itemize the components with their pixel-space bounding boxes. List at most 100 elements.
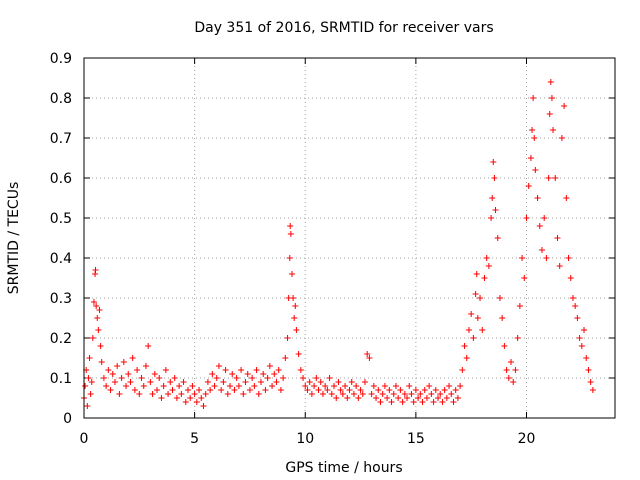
data-point	[134, 367, 141, 373]
x-tick-labels: 0 5 10 15 20	[80, 431, 536, 447]
data-point	[313, 375, 320, 381]
data-point	[209, 371, 216, 377]
data-point	[229, 371, 236, 377]
data-point	[525, 183, 532, 189]
data-point	[439, 399, 446, 405]
data-point	[397, 387, 404, 393]
data-point	[182, 399, 189, 405]
data-points	[81, 79, 596, 409]
data-point	[160, 383, 167, 389]
data-point	[328, 391, 335, 397]
data-point	[532, 167, 539, 173]
data-point	[136, 391, 143, 397]
data-point	[421, 387, 428, 393]
data-point	[519, 255, 526, 261]
data-point	[485, 263, 492, 269]
data-point	[260, 371, 267, 377]
data-point	[388, 399, 395, 405]
data-point	[322, 383, 329, 389]
data-point	[86, 355, 93, 361]
data-point	[114, 363, 121, 369]
data-point	[295, 351, 302, 357]
data-point	[491, 175, 498, 181]
data-point	[89, 335, 96, 341]
grid	[84, 58, 615, 418]
data-point	[87, 391, 94, 397]
data-point	[187, 395, 194, 401]
data-point	[510, 379, 517, 385]
x-tick-label: 15	[407, 431, 425, 447]
data-point	[531, 135, 538, 141]
data-point	[561, 103, 568, 109]
data-point	[465, 327, 472, 333]
data-point	[505, 375, 512, 381]
data-point	[116, 391, 123, 397]
data-point	[377, 399, 384, 405]
data-point	[541, 215, 548, 221]
data-point	[547, 79, 554, 85]
data-point	[142, 363, 149, 369]
data-point	[483, 255, 490, 261]
y-tick-label: 0.2	[50, 331, 72, 347]
data-point	[240, 391, 247, 397]
data-point	[492, 207, 499, 213]
data-point	[545, 175, 552, 181]
data-point	[589, 387, 596, 393]
data-point	[516, 303, 523, 309]
y-axis-label: SRMTID / TECUs	[6, 182, 22, 295]
data-point	[392, 383, 399, 389]
data-point	[452, 387, 459, 393]
data-point	[171, 375, 178, 381]
data-point	[255, 391, 262, 397]
data-point	[410, 399, 417, 405]
data-point	[457, 383, 464, 389]
data-point	[508, 359, 515, 365]
data-point	[109, 371, 116, 377]
data-point	[331, 383, 338, 389]
data-point	[335, 379, 342, 385]
data-point	[162, 367, 169, 373]
data-point	[501, 343, 508, 349]
data-point	[536, 223, 543, 229]
data-point	[286, 255, 293, 261]
data-point	[127, 379, 134, 385]
data-point	[538, 247, 545, 253]
x-tick-label: 0	[80, 431, 89, 447]
data-point	[370, 383, 377, 389]
data-point	[317, 379, 324, 385]
data-point	[173, 395, 180, 401]
data-point	[105, 367, 112, 373]
data-point	[461, 343, 468, 349]
data-point	[258, 379, 264, 385]
data-point	[472, 291, 479, 297]
data-point	[337, 387, 344, 393]
data-point	[432, 387, 439, 393]
data-point	[474, 315, 481, 321]
data-point	[375, 387, 382, 393]
y-tick-label: 0.8	[50, 91, 72, 107]
data-point	[373, 395, 380, 401]
data-point	[379, 391, 386, 397]
data-point	[404, 395, 411, 401]
y-tick-label: 0.3	[50, 291, 72, 307]
data-point	[333, 395, 340, 401]
data-point	[489, 195, 496, 201]
data-point	[572, 303, 579, 309]
data-point	[364, 351, 371, 357]
data-point	[443, 395, 450, 401]
data-point	[156, 375, 163, 381]
data-point	[357, 387, 364, 393]
data-point	[435, 395, 441, 401]
data-point	[569, 295, 576, 301]
data-point	[207, 387, 214, 393]
data-point	[253, 367, 260, 373]
data-point	[178, 391, 185, 397]
data-point	[441, 387, 448, 393]
data-point	[399, 399, 406, 405]
data-point	[548, 95, 555, 101]
data-point	[189, 383, 196, 389]
data-point	[366, 355, 373, 361]
data-point	[273, 379, 280, 385]
data-point	[103, 383, 110, 389]
data-point	[423, 395, 430, 401]
